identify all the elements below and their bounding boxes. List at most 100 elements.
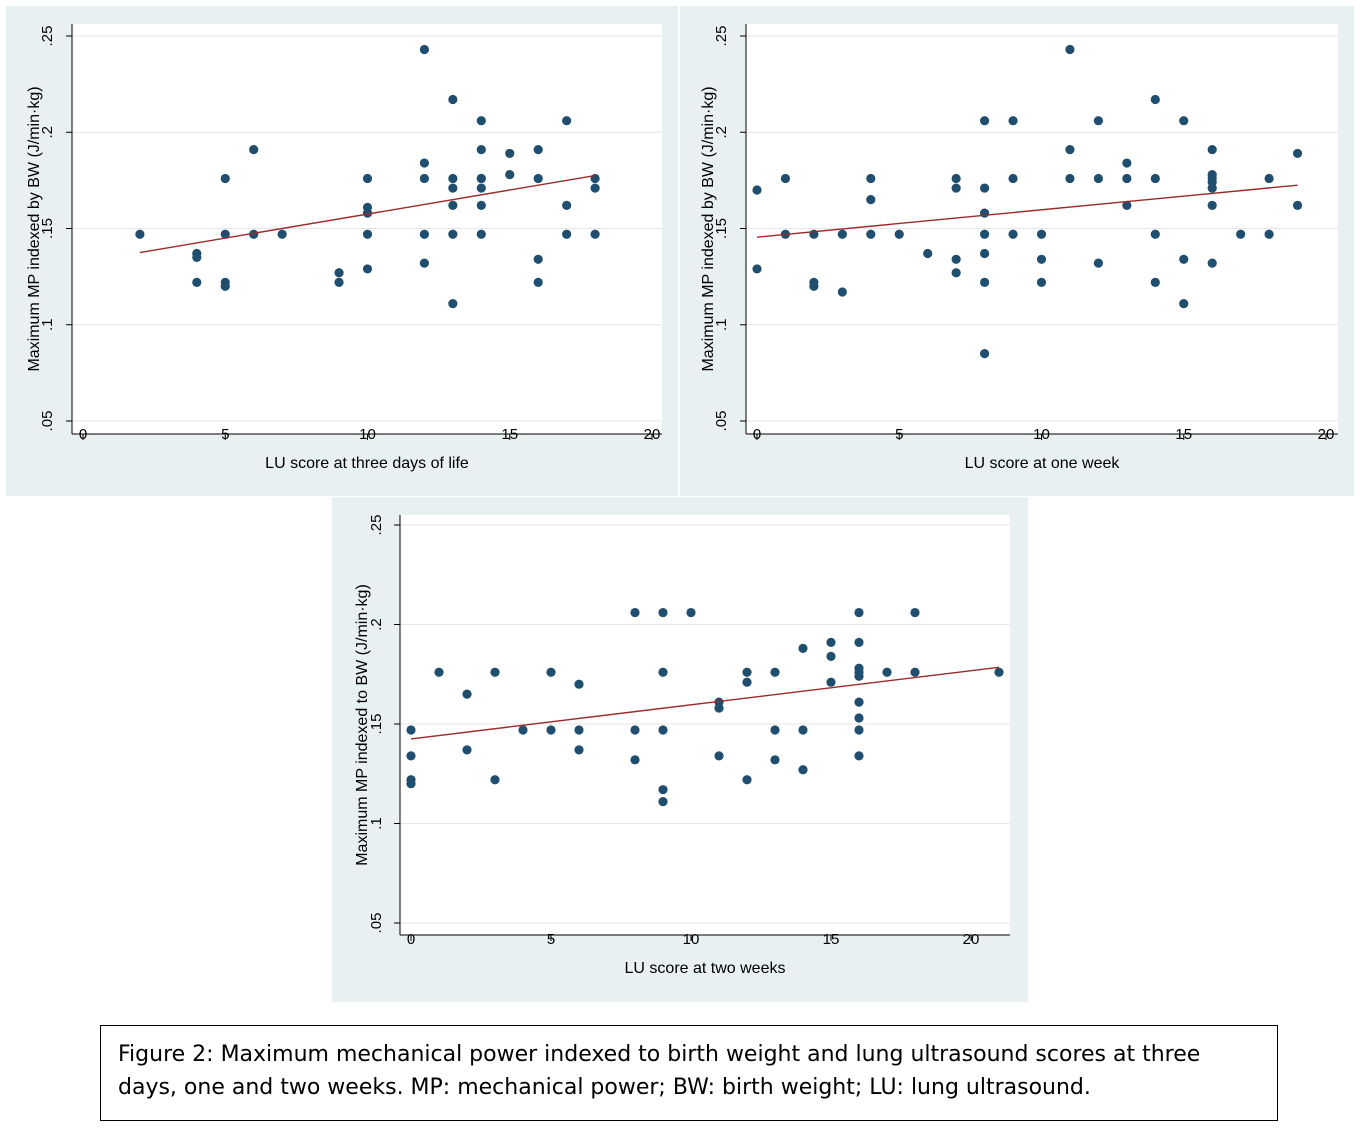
y-tick-label: .15 [713, 218, 730, 239]
scatter-point [1207, 258, 1217, 268]
scatter-point [894, 229, 904, 239]
scatter-point [951, 268, 961, 278]
scatter-point [951, 173, 961, 184]
scatter-point [882, 667, 892, 677]
scatter-point [546, 667, 556, 677]
scatter-point [1179, 298, 1189, 309]
scatter-point [923, 248, 933, 259]
scatter-point [406, 751, 416, 761]
scatter-point [1292, 200, 1303, 210]
scatter-point [798, 765, 808, 775]
x-axis-title: LU score at one week [965, 455, 1121, 472]
x-axis-title: LU score at two weeks [625, 960, 786, 977]
scatter-point [220, 173, 230, 184]
scatter-point [1093, 116, 1103, 126]
scatter-chart-two-weeks: .05 .1 .15 .2 .25 0 5 10 15 20 LU score at two wee… [354, 515, 1010, 977]
scatter-point [854, 725, 864, 735]
scatter-point [362, 173, 373, 184]
scatter-point [406, 779, 416, 789]
scatter-point [1264, 229, 1274, 239]
scatter-point [837, 287, 847, 297]
scatter-point [334, 268, 344, 278]
scatter-point [1150, 94, 1160, 105]
figure-caption: Figure 2: Maximum mechanical power index… [118, 1042, 1201, 1100]
scatter-point [1207, 183, 1217, 193]
scatter-point [277, 229, 287, 239]
y-tick-label: .05 [368, 913, 385, 934]
scatter-point [742, 677, 752, 687]
scatter-point [1036, 277, 1047, 287]
scatter-point [1093, 173, 1103, 184]
scatter-point [220, 281, 230, 291]
scatter-point [658, 785, 668, 795]
scatter-point [590, 183, 600, 193]
scatter-point [826, 651, 836, 661]
scatter-point [980, 229, 990, 239]
scatter-point [1150, 173, 1160, 184]
scatter-point [590, 173, 600, 184]
scatter-point [1008, 116, 1018, 126]
figure-caption-box: Figure 2: Maximum mechanical power index… [100, 1025, 1278, 1121]
scatter-point [419, 158, 429, 168]
scatter-point [448, 183, 458, 193]
fitted-line [139, 174, 596, 254]
y-tick-label: .25 [713, 26, 730, 47]
scatter-point [980, 183, 990, 193]
scatter-point [980, 208, 990, 218]
scatter-point [630, 607, 640, 618]
scatter-point [809, 281, 819, 291]
scatter-point [854, 607, 864, 618]
scatter-point [249, 144, 259, 155]
scatter-point [1236, 229, 1246, 239]
scatter-point [434, 667, 444, 677]
scatter-point [135, 229, 145, 239]
x-tick-label: 15 [823, 931, 840, 948]
scatter-point [476, 229, 486, 239]
y-tick-label: .05 [713, 411, 730, 432]
scatter-point [1008, 173, 1018, 184]
scatter-point [994, 667, 1004, 677]
scatter-point [1036, 229, 1047, 239]
scatter-point [533, 254, 543, 264]
scatter-point [798, 643, 808, 653]
scatter-point [980, 277, 990, 287]
fitted-line [756, 184, 1298, 238]
scatter-point [798, 725, 808, 735]
y-tick-label: .2 [368, 618, 385, 631]
scatter-point [630, 755, 640, 765]
scatter-point [1065, 44, 1075, 55]
scatter-point [419, 258, 429, 268]
scatter-point [910, 607, 920, 618]
scatter-point [658, 797, 668, 807]
scatter-point [866, 195, 876, 205]
scatter-point [1179, 116, 1189, 126]
scatter-point [980, 116, 990, 126]
y-tick-label: .1 [713, 318, 730, 331]
scatter-point [490, 667, 500, 677]
scatter-point [854, 671, 864, 681]
scatter-point [714, 703, 724, 713]
scatter-point [714, 751, 724, 761]
scatter-point [630, 725, 640, 735]
scatter-point [742, 667, 752, 677]
scatter-point [1150, 277, 1160, 287]
scatter-point [658, 607, 668, 618]
scatter-point [854, 713, 864, 723]
scatter-point [192, 277, 202, 287]
y-tick-label: .25 [39, 26, 56, 47]
scatter-point [951, 254, 961, 264]
scatter-point [362, 264, 373, 274]
scatter-point [462, 689, 472, 699]
fitted-line [410, 666, 1000, 740]
scatter-point [1207, 200, 1217, 210]
scatter-point [448, 229, 458, 239]
scatter-point [1093, 258, 1103, 268]
scatter-point [505, 170, 515, 180]
scatter-point [574, 745, 584, 755]
scatter-point [770, 755, 780, 765]
scatter-point [220, 229, 230, 239]
scatter-point [1122, 173, 1132, 184]
x-tick-label: 20 [963, 931, 980, 948]
scatter-point [533, 277, 543, 287]
x-tick-label: 10 [683, 931, 700, 948]
